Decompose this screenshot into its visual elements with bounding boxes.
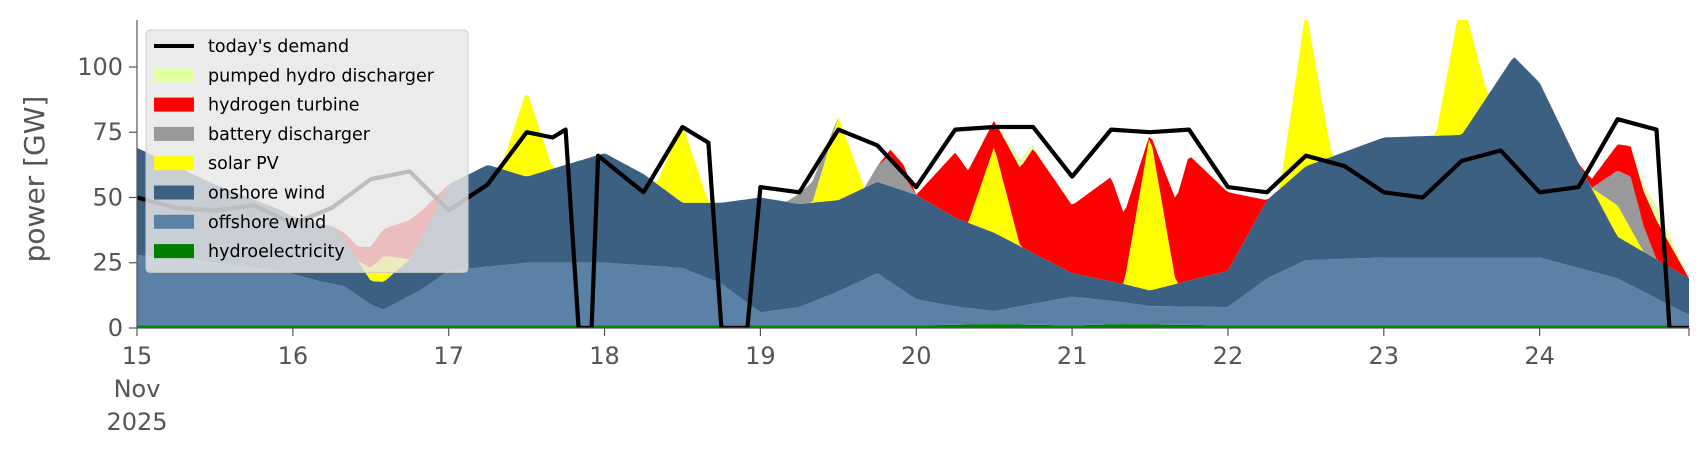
legend-box	[145, 29, 469, 273]
y-axis-label: power [GW]	[18, 96, 51, 263]
legend-label-today-s-demand: today's demand	[208, 37, 349, 57]
x-tick-label: 18	[589, 342, 620, 370]
legend-label-solar-pv: solar PV	[208, 154, 279, 174]
legend-label-hydrogen-turbine: hydrogen turbine	[208, 96, 360, 116]
x-tick-label: 24	[1524, 342, 1555, 370]
legend-swatch-battery-discharger	[154, 126, 194, 141]
y-tick-label: 25	[92, 249, 123, 277]
area-onshore-wind	[137, 57, 1689, 315]
area-solar-pv	[137, 20, 1689, 291]
x-tick-label: 16	[278, 342, 309, 370]
legend-swatch-hydroelectricity	[154, 244, 194, 259]
x-tick-label: Nov	[114, 375, 161, 403]
x-tick-label: 19	[745, 342, 776, 370]
x-tick-label: 15	[122, 342, 153, 370]
legend-label-hydroelectricity: hydroelectricity	[208, 242, 345, 262]
legend-label-battery-discharger: battery discharger	[208, 125, 371, 145]
legend-swatch-offshore-wind	[154, 214, 194, 229]
area-hydroelectricity	[137, 324, 1689, 328]
x-tick-label: 23	[1369, 342, 1400, 370]
x-tick-label: 2025	[106, 408, 167, 436]
area-offshore-wind	[137, 254, 1689, 326]
legend-swatch-solar-pv	[154, 156, 194, 171]
legend-swatch-hydrogen-turbine	[154, 97, 194, 112]
y-tick-label: 0	[108, 314, 123, 342]
legend-label-onshore-wind: onshore wind	[208, 184, 325, 204]
x-tick-label: 17	[433, 342, 464, 370]
axes: 0 25 50 75 100 15 Nov 2025 16 17 18 19 20 21 22 23 24 pow…	[18, 20, 1690, 436]
legend: today's demand pumped hydro discharger hyd…	[145, 29, 469, 273]
y-tick-label: 50	[92, 183, 123, 211]
x-tick-label: 20	[901, 342, 932, 370]
y-tick-label: 75	[92, 118, 123, 146]
legend-label-offshore-wind: offshore wind	[208, 213, 326, 233]
x-tick-label: 22	[1213, 342, 1244, 370]
stacked-areas	[137, 20, 1689, 328]
x-tick-label: 21	[1057, 342, 1088, 370]
legend-swatch-pumped-hydro-discharger	[154, 68, 194, 83]
legend-label-pumped-hydro-discharger: pumped hydro discharger	[208, 66, 435, 86]
y-tick-label: 100	[77, 53, 123, 81]
legend-swatch-onshore-wind	[154, 185, 194, 200]
